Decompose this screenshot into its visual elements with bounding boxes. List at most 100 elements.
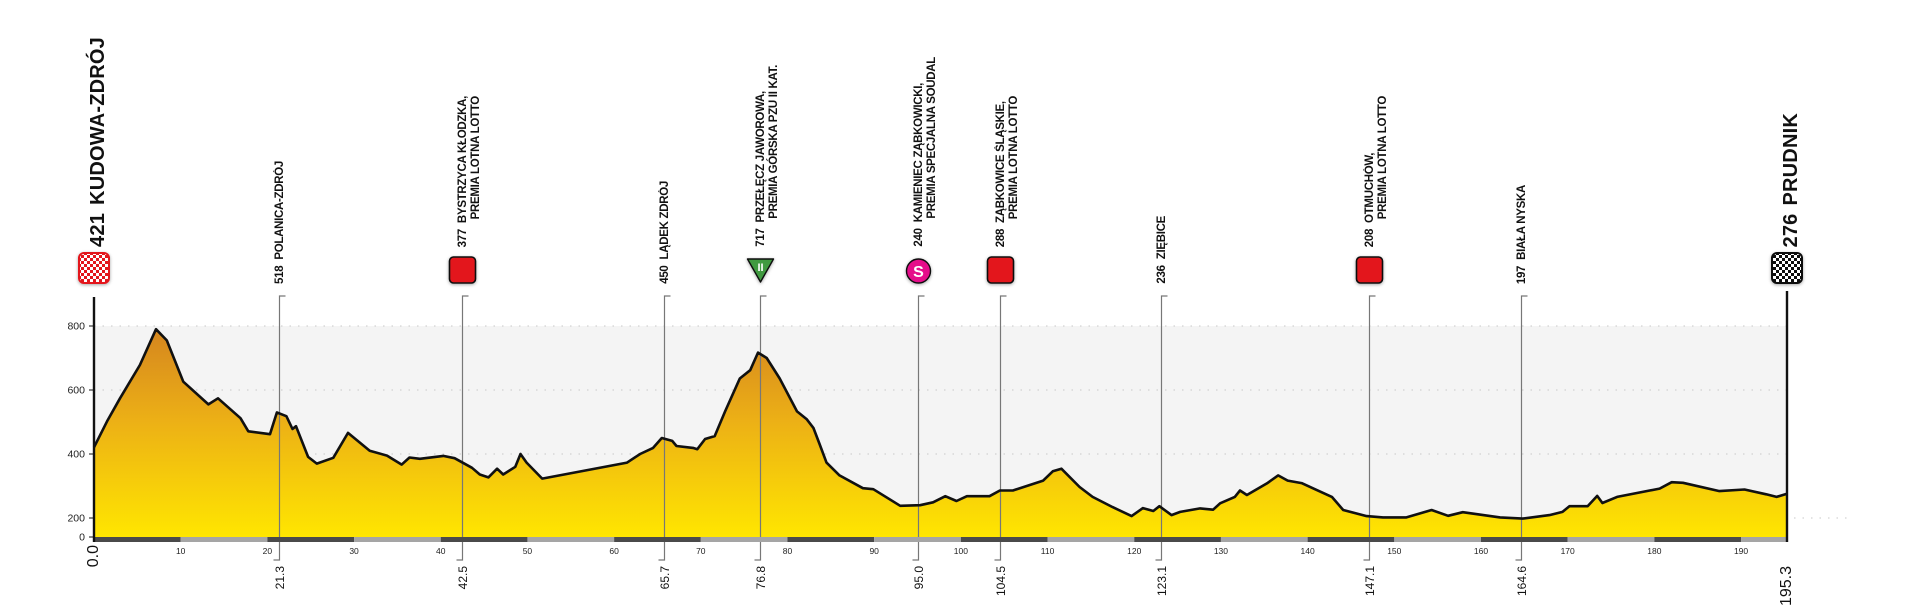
y-axis: 800 600 400 200 0	[67, 291, 1789, 544]
x-tick-label: 180	[1647, 546, 1661, 556]
waypoint-prize: PREMIA LOTNA LOTTO	[1007, 95, 1020, 219]
waypoint-label: 240 KAMIENIEC ZĄBKOWICKI, PREMIA SPECJALNA…	[913, 57, 939, 247]
mountain-category-text: II	[757, 262, 763, 274]
start-elevation: 421	[87, 213, 109, 247]
waypoint-name: ZIĘBICE	[1155, 216, 1168, 260]
waypoint-prize: PREMIA GÓRSKA PZU II KAT.	[767, 65, 780, 219]
waypoint-prize: PREMIA LOTNA LOTTO	[469, 95, 482, 219]
waypoint-name: LĄDEK ZDRÓJ	[658, 181, 671, 260]
distance-bar-segment	[180, 537, 268, 542]
waypoint-elevation: 208	[1363, 228, 1376, 247]
waypoint-name: ZĄBKOWICE ŚLĄSKIE,	[994, 100, 1007, 223]
distance-bar-segment	[1741, 537, 1787, 542]
waypoint-label-line1: 288 ZĄBKOWICE ŚLĄSKIE,	[995, 96, 1008, 247]
waypoint-label-line1: 717 PRZEŁĘCZ JAWOROWA,	[755, 65, 768, 247]
waypoint-elevation: 240	[912, 228, 925, 247]
sprint-icon	[448, 256, 477, 284]
x-tick-label: 30	[349, 546, 359, 556]
waypoint-km-label: 76.8	[753, 566, 768, 590]
waypoint-label-line1: 377 BYSTRZYCA KŁODZKA,	[457, 96, 470, 247]
distance-bar-segment	[874, 537, 961, 542]
x-tick-label: 150	[1387, 546, 1401, 556]
waypoint-marker-line	[1155, 295, 1168, 561]
distance-bar-segment	[1480, 537, 1568, 542]
start-name: KUDOWA-ZDRÓJ	[87, 37, 109, 206]
waypoint-name: KAMIENIEC ZĄBKOWICKI,	[912, 83, 925, 223]
distance-bar-segment	[1307, 537, 1395, 542]
waypoint-label-line1: 208 OTMUCHÓW,	[1364, 96, 1377, 247]
distance-bar-segment	[267, 537, 355, 542]
waypoint-name: PRZEŁĘCZ JAWOROWA,	[754, 91, 767, 223]
x-tick-label: 120	[1127, 546, 1141, 556]
finish-km-label: 195.3	[1778, 566, 1795, 607]
distance-bar-segment	[527, 537, 615, 542]
y-tick-label: 800	[67, 321, 85, 333]
finish-name: PRUDNIK	[1780, 112, 1802, 206]
x-tick-label: 40	[436, 546, 446, 556]
waypoint-label-line2: PREMIA SPECJALNA SOUDAL	[926, 57, 939, 247]
distance-bar-segment	[1047, 537, 1135, 542]
waypoint-label: 518 POLANICA-ZDRÓJ	[274, 161, 287, 284]
finish-elevation: 276	[1780, 213, 1802, 247]
y-tick-label: 400	[67, 449, 85, 461]
waypoint-name: BYSTRZYCA KŁODZKA,	[456, 95, 469, 223]
distance-bar-segment	[700, 537, 788, 542]
x-tick-label: 160	[1474, 546, 1488, 556]
waypoint-km-label: 147.1	[1362, 566, 1377, 597]
x-tick-label: 10	[176, 546, 186, 556]
elevation-line	[92, 327, 1788, 520]
waypoint-prize: PREMIA LOTNA LOTTO	[1376, 95, 1389, 219]
x-tick-label: 100	[954, 546, 968, 556]
waypoint-marker-line	[912, 295, 925, 561]
distance-bar-segment	[1134, 537, 1221, 542]
waypoint-km-label: 164.6	[1514, 566, 1529, 597]
x-axis: 10 20 30 40 50 60 70 80 90 100 110 120 130 140 150 160 1…	[176, 546, 1748, 556]
waypoint-name: OTMUCHÓW,	[1363, 152, 1376, 223]
special-prize-icon: S	[905, 258, 932, 284]
waypoint-marker-line	[273, 295, 286, 561]
distance-bar-segment	[354, 537, 441, 542]
waypoint-label: 288 ZĄBKOWICE ŚLĄSKIE, PREMIA LOTNA LOTTO	[995, 96, 1021, 247]
y-tick-label: 200	[67, 513, 85, 525]
elevation-area	[94, 329, 1787, 537]
finish-flag-icon	[1771, 252, 1803, 284]
distance-bar-segment	[1394, 537, 1481, 542]
waypoint-label-line2: PREMIA LOTNA LOTTO	[470, 96, 483, 247]
waypoint-label-line2: PREMIA LOTNA LOTTO	[1377, 96, 1390, 247]
sprint-icon	[1355, 256, 1384, 284]
start-flag-icon	[78, 252, 110, 284]
distance-bar-segment	[1654, 537, 1742, 542]
y-tick-label: 0	[79, 532, 85, 544]
waypoint-label-line2: PREMIA GÓRSKA PZU II KAT.	[768, 65, 781, 247]
waypoint-km-label: 95.0	[911, 566, 926, 590]
waypoint-km-label: 42.5	[455, 566, 470, 590]
waypoint-prize: PREMIA SPECJALNA SOUDAL	[925, 57, 938, 219]
special-prize-text: S	[913, 264, 924, 281]
x-tick-label: 190	[1734, 546, 1748, 556]
mountain-category-icon: II	[746, 258, 775, 283]
waypoint-icons: II S	[78, 252, 1803, 284]
x-tick-label: 60	[609, 546, 619, 556]
waypoint-label-line1: 518 POLANICA-ZDRÓJ	[274, 161, 287, 284]
waypoint-label: 717 PRZEŁĘCZ JAWOROWA, PREMIA GÓRSKA PZU I…	[755, 65, 781, 247]
waypoint-markers	[273, 295, 1528, 561]
start-km-label: 0.0	[85, 545, 102, 568]
distance-bar	[94, 537, 1787, 542]
waypoint-marker-line	[456, 295, 469, 561]
distance-bar-segment	[1567, 537, 1655, 542]
waypoint-label-line1: 450 LĄDEK ZDRÓJ	[659, 181, 672, 284]
x-tick-label: 110	[1041, 546, 1055, 556]
finish-label: 276 PRUDNIK	[1780, 112, 1802, 248]
waypoint-name: BIAŁA NYSKA	[1515, 184, 1528, 260]
waypoint-label-line2: PREMIA LOTNA LOTTO	[1008, 96, 1021, 247]
distance-bar-segment	[960, 537, 1048, 542]
waypoint-marker-line	[658, 295, 671, 561]
x-tick-label: 170	[1561, 546, 1575, 556]
distance-bar-segment	[787, 537, 875, 542]
x-tick-label: 20	[263, 546, 273, 556]
waypoint-elevation: 236	[1155, 265, 1168, 284]
x-tick-label: 50	[523, 546, 533, 556]
waypoint-name: POLANICA-ZDRÓJ	[273, 161, 286, 260]
y-tick-label: 600	[67, 385, 85, 397]
x-tick-label: 140	[1301, 546, 1315, 556]
